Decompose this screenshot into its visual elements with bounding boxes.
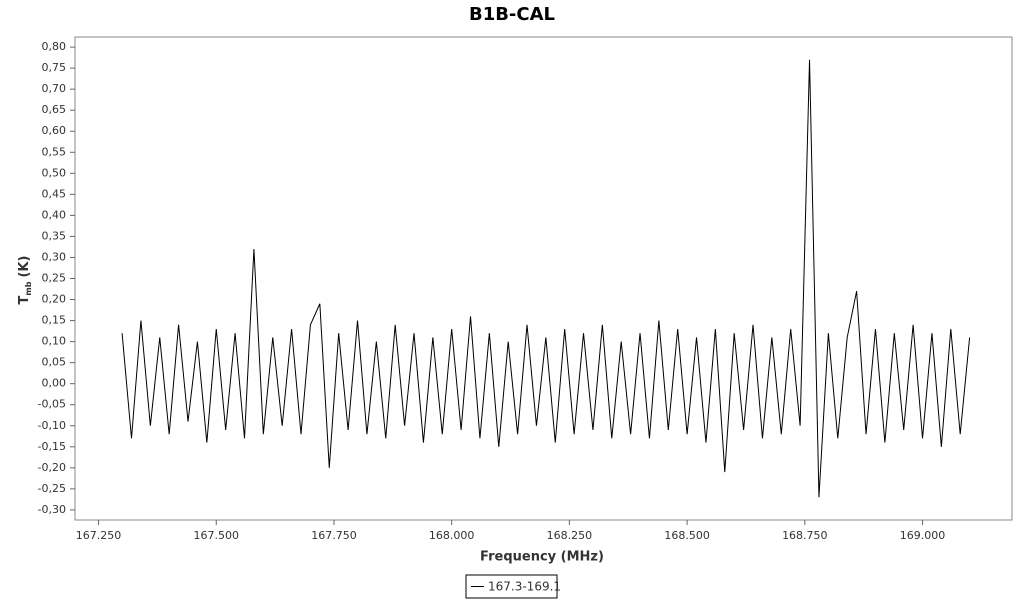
spectrum-line (121, 59, 971, 498)
y-tick-label: 0,45 (42, 187, 67, 200)
legend: 167.3-169.1 (465, 574, 561, 599)
y-tick-label: -0,20 (38, 461, 66, 474)
x-tick-label: 168.500 (664, 529, 710, 542)
y-tick-label: 0,80 (42, 40, 67, 53)
y-tick-label: 0,30 (42, 250, 67, 263)
x-tick-label: 169.000 (900, 529, 946, 542)
legend-box (465, 574, 558, 599)
y-tick-label: 0,40 (42, 208, 67, 221)
y-tick-label: 0,20 (42, 293, 67, 306)
y-axis-title: Tmb (K) (17, 256, 33, 305)
legend-label: 167.3-169.1 (488, 580, 561, 594)
y-tick-label: -0,15 (38, 440, 66, 453)
y-tick-label: 0,50 (42, 166, 67, 179)
y-tick-label: -0,05 (38, 398, 66, 411)
y-tick-label: 0,55 (42, 145, 67, 158)
y-tick-label: 0,35 (42, 229, 67, 242)
x-tick-label: 168.750 (782, 529, 828, 542)
y-tick-label: 0,75 (42, 61, 67, 74)
y-tick-label: 0,25 (42, 272, 67, 285)
x-tick-label: 168.250 (547, 529, 593, 542)
y-tick-label: 0,15 (42, 314, 67, 327)
y-tick-label: 0,00 (42, 377, 67, 390)
y-tick-label: -0,30 (38, 503, 66, 516)
x-tick-label: 168.000 (429, 529, 475, 542)
y-tick-label: -0,25 (38, 482, 66, 495)
y-tick-label: 0,65 (42, 103, 67, 116)
y-tick-label: 0,70 (42, 82, 67, 95)
chart-title: B1B-CAL (469, 4, 555, 25)
y-tick-label: -0,10 (38, 419, 66, 432)
x-tick-label: 167.250 (76, 529, 122, 542)
y-tick-label: 0,60 (42, 124, 67, 137)
y-axis-title-unit: (K) (17, 256, 32, 278)
y-axis-title-main: T (17, 295, 32, 304)
y-tick-label: 0,05 (42, 356, 67, 369)
x-tick-label: 167.500 (194, 529, 240, 542)
x-tick-label: 167.750 (311, 529, 357, 542)
y-axis-title-sub: mb (24, 281, 33, 295)
x-axis-title: Frequency (MHz) (480, 550, 604, 565)
y-tick-label: 0,10 (42, 335, 67, 348)
